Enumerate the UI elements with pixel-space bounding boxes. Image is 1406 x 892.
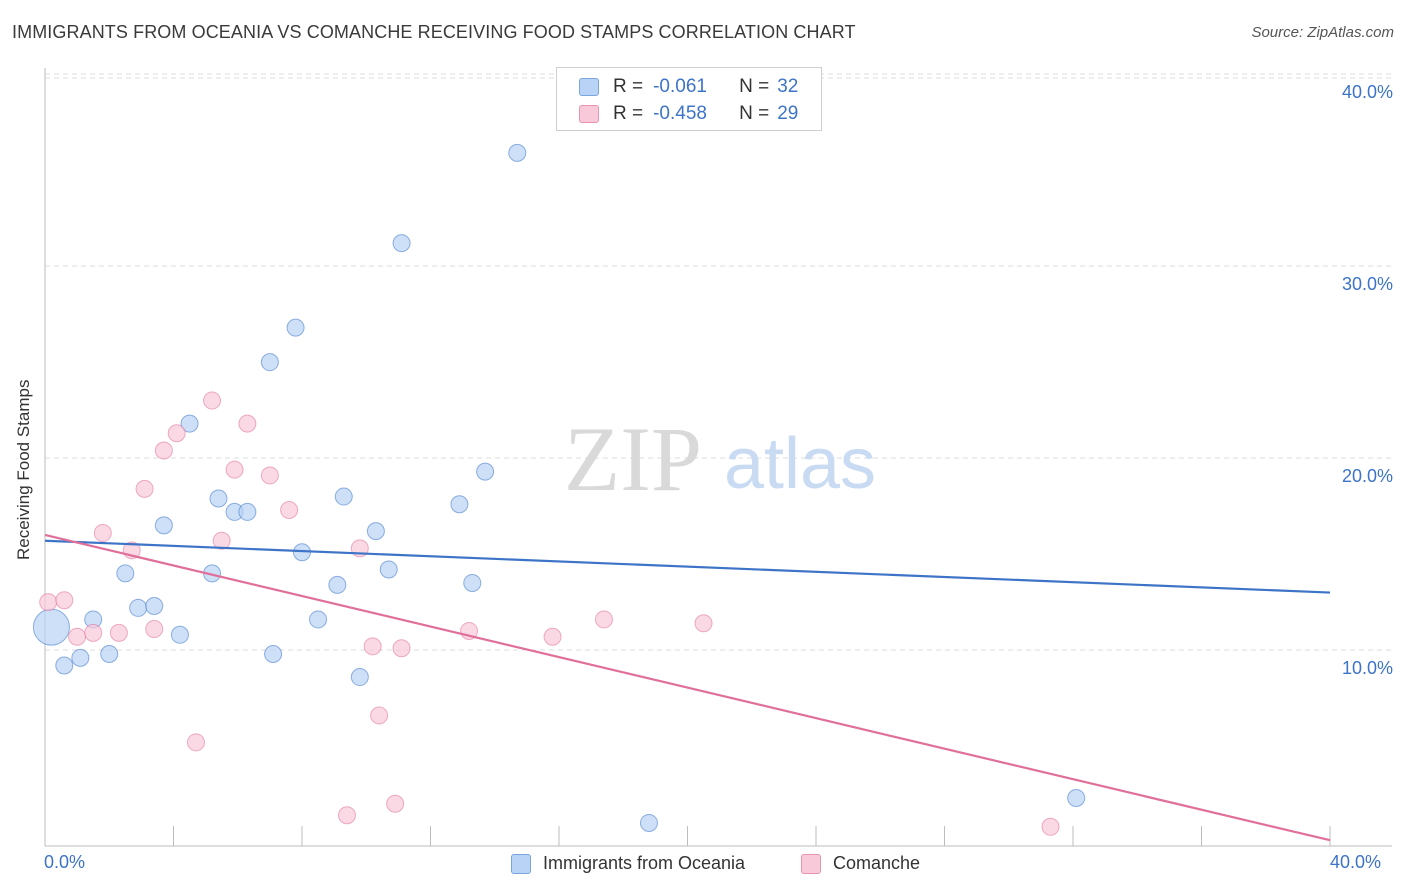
data-point-comanche bbox=[135, 479, 154, 498]
data-point-comanche bbox=[260, 466, 279, 485]
data-point-oceania bbox=[145, 597, 164, 615]
x-tick-label-min: 0.0% bbox=[44, 852, 86, 872]
series-legend: Immigrants from Oceania Comanche bbox=[0, 851, 1406, 877]
data-point-oceania bbox=[129, 598, 148, 617]
data-point-comanche bbox=[55, 591, 74, 610]
data-point-comanche bbox=[363, 637, 382, 656]
legend-n-value: 32 bbox=[777, 76, 799, 97]
axes bbox=[44, 68, 1392, 847]
data-point-comanche bbox=[203, 391, 222, 410]
data-point-oceania bbox=[238, 502, 257, 521]
data-point-comanche bbox=[225, 460, 244, 479]
legend-row-comanche: R = -0.458 N = 29 bbox=[579, 102, 798, 126]
data-point-oceania bbox=[639, 813, 658, 832]
data-point-oceania bbox=[260, 353, 279, 372]
data-point-comanche bbox=[1041, 817, 1060, 836]
data-point-comanche bbox=[280, 501, 299, 519]
data-point-comanche bbox=[109, 623, 128, 642]
data-point-oceania bbox=[1067, 789, 1086, 807]
data-point-comanche bbox=[238, 414, 257, 433]
data-point-comanche bbox=[543, 627, 562, 646]
legend-row-oceania: R = -0.061 N = 32 bbox=[579, 75, 798, 99]
data-point-oceania bbox=[379, 560, 398, 579]
y-tick-label: 20.0% bbox=[1341, 466, 1393, 486]
legend-r-value: -0.458 bbox=[653, 103, 707, 124]
data-point-oceania bbox=[55, 656, 74, 675]
data-point-oceania bbox=[508, 143, 527, 162]
watermark-zip: ZIP bbox=[564, 408, 702, 510]
data-point-oceania bbox=[180, 414, 199, 433]
data-point-oceania bbox=[463, 573, 482, 592]
stats-legend: R = -0.061 N = 32 R = -0.458 N = 29 bbox=[556, 67, 822, 131]
data-point-oceania bbox=[334, 487, 353, 506]
y-tick-label: 10.0% bbox=[1341, 658, 1393, 678]
data-point-oceania bbox=[264, 645, 283, 663]
data-point-comanche bbox=[93, 524, 112, 543]
watermark-atlas: atlas bbox=[724, 424, 876, 504]
data-point-comanche bbox=[212, 531, 231, 550]
data-point-comanche bbox=[186, 733, 205, 752]
source-label: Source: ZipAtlas.com bbox=[1251, 24, 1394, 41]
legend-label-comanche: Comanche bbox=[833, 853, 921, 873]
data-point-comanche bbox=[154, 441, 173, 460]
legend-r-label: R = bbox=[613, 76, 644, 97]
data-point-comanche bbox=[84, 623, 103, 642]
data-point-oceania bbox=[209, 489, 228, 508]
legend-swatch-comanche bbox=[801, 853, 821, 874]
trend-line-comanche bbox=[44, 533, 1331, 842]
y-tick-label: 40.0% bbox=[1341, 82, 1393, 102]
legend-n-label: N = bbox=[739, 76, 770, 97]
data-point-oceania bbox=[476, 462, 495, 481]
data-point-oceania bbox=[100, 645, 119, 663]
data-point-comanche bbox=[39, 593, 58, 612]
legend-label-oceania: Immigrants from Oceania bbox=[543, 853, 746, 873]
legend-swatch-oceania bbox=[579, 78, 599, 96]
trend-lines bbox=[44, 533, 1331, 842]
legend-item-oceania[interactable]: Immigrants from Oceania bbox=[511, 853, 745, 874]
data-point-comanche bbox=[167, 424, 186, 443]
data-point-comanche bbox=[337, 806, 356, 825]
legend-n-value: 29 bbox=[777, 103, 799, 124]
grid-lines bbox=[45, 73, 1392, 651]
series-oceania-points bbox=[32, 143, 1086, 832]
legend-r-label: R = bbox=[613, 103, 644, 124]
y-axis-label: Receiving Food Stamps bbox=[14, 379, 33, 560]
trend-line-oceania bbox=[44, 539, 1331, 594]
data-point-oceania bbox=[350, 668, 369, 687]
data-point-comanche bbox=[594, 610, 613, 629]
data-point-oceania bbox=[116, 564, 135, 583]
legend-n-label: N = bbox=[739, 103, 770, 124]
data-point-comanche bbox=[694, 614, 713, 633]
data-point-oceania bbox=[32, 608, 70, 646]
data-point-oceania bbox=[392, 234, 411, 253]
data-point-oceania bbox=[450, 495, 469, 514]
data-point-comanche bbox=[370, 706, 389, 725]
data-point-oceania bbox=[170, 625, 189, 644]
x-tick-label-max: 40.0% bbox=[1330, 852, 1382, 872]
data-point-comanche bbox=[386, 794, 405, 813]
y-tick-label: 30.0% bbox=[1341, 274, 1393, 294]
legend-item-comanche[interactable]: Comanche bbox=[801, 853, 920, 874]
legend-swatch-comanche bbox=[579, 105, 599, 123]
data-point-oceania bbox=[328, 575, 347, 594]
data-point-oceania bbox=[71, 648, 90, 667]
data-point-oceania bbox=[286, 318, 305, 337]
data-point-oceania bbox=[366, 522, 385, 541]
data-point-oceania bbox=[154, 516, 173, 535]
legend-swatch-oceania bbox=[511, 853, 531, 874]
data-point-comanche bbox=[145, 620, 164, 639]
data-point-comanche bbox=[392, 639, 411, 658]
data-point-oceania bbox=[309, 610, 328, 629]
legend-r-value: -0.061 bbox=[653, 76, 707, 97]
series-comanche-points bbox=[39, 391, 1060, 836]
data-point-comanche bbox=[68, 627, 87, 646]
chart-title: IMMIGRANTS FROM OCEANIA VS COMANCHE RECE… bbox=[12, 22, 856, 42]
